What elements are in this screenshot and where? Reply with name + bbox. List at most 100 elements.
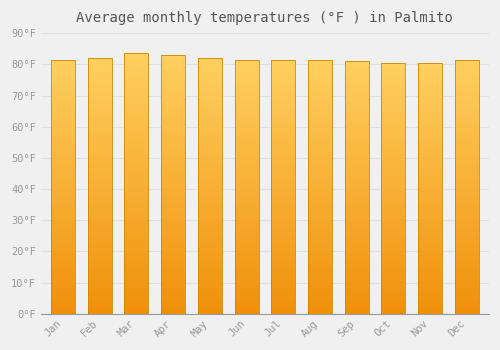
Bar (272, 272, 295, 275)
Bar (455, 171, 479, 174)
Bar (418, 257, 442, 260)
Bar (418, 245, 442, 248)
Bar (161, 188, 185, 191)
Bar (272, 257, 295, 260)
Bar (382, 204, 406, 207)
Bar (455, 196, 479, 200)
Bar (51, 228, 75, 231)
Bar (198, 58, 222, 61)
Bar (234, 91, 258, 95)
Bar (455, 145, 479, 149)
Bar (345, 137, 368, 140)
Bar (345, 279, 368, 282)
Bar (382, 75, 406, 78)
Bar (124, 301, 148, 304)
Bar (124, 73, 148, 76)
Bar (161, 126, 185, 130)
Bar (308, 174, 332, 177)
Bar (455, 231, 479, 234)
Bar (272, 275, 295, 279)
Bar (124, 89, 148, 92)
Bar (234, 164, 258, 168)
Bar (455, 133, 479, 136)
Bar (455, 244, 479, 247)
Bar (88, 228, 112, 231)
Bar (308, 82, 332, 85)
Bar (272, 114, 295, 117)
Bar (455, 66, 479, 69)
Bar (272, 104, 295, 107)
Bar (51, 94, 75, 98)
Bar (345, 61, 368, 64)
Bar (272, 222, 295, 225)
Bar (161, 172, 185, 175)
Bar (272, 206, 295, 209)
Bar (308, 164, 332, 168)
Bar (308, 130, 332, 133)
Bar (345, 153, 368, 156)
Bar (272, 76, 295, 79)
Bar (272, 155, 295, 158)
Bar (272, 136, 295, 139)
Bar (418, 85, 442, 88)
Bar (198, 58, 222, 314)
Bar (418, 185, 442, 188)
Bar (124, 112, 148, 115)
Bar (124, 63, 148, 66)
Bar (124, 174, 148, 177)
Bar (161, 230, 185, 233)
Bar (455, 292, 479, 295)
Bar (455, 222, 479, 225)
Bar (418, 301, 442, 304)
Bar (234, 307, 258, 310)
Bar (88, 246, 112, 250)
Bar (124, 288, 148, 291)
Bar (418, 188, 442, 191)
Bar (88, 294, 112, 298)
Bar (382, 298, 406, 301)
Bar (234, 193, 258, 196)
Bar (272, 60, 295, 63)
Bar (124, 118, 148, 122)
Bar (198, 228, 222, 231)
Bar (345, 86, 368, 90)
Bar (161, 256, 185, 259)
Bar (161, 130, 185, 133)
Bar (418, 232, 442, 235)
Bar (198, 144, 222, 148)
Bar (308, 282, 332, 285)
Bar (234, 222, 258, 225)
Bar (88, 298, 112, 301)
Bar (51, 203, 75, 206)
Bar (198, 87, 222, 90)
Bar (345, 187, 368, 191)
Bar (418, 295, 442, 298)
Bar (88, 128, 112, 132)
Bar (272, 126, 295, 130)
Bar (345, 273, 368, 276)
Bar (418, 191, 442, 195)
Bar (382, 173, 406, 176)
Bar (345, 263, 368, 266)
Bar (345, 149, 368, 153)
Bar (382, 301, 406, 304)
Bar (51, 263, 75, 266)
Bar (418, 147, 442, 150)
Bar (345, 175, 368, 178)
Bar (198, 183, 222, 186)
Bar (345, 203, 368, 206)
Bar (198, 84, 222, 87)
Bar (418, 179, 442, 182)
Bar (51, 117, 75, 120)
Bar (455, 148, 479, 152)
Bar (345, 71, 368, 74)
Bar (234, 199, 258, 203)
Bar (455, 247, 479, 250)
Bar (418, 160, 442, 163)
Bar (382, 72, 406, 75)
Bar (198, 68, 222, 71)
Bar (234, 212, 258, 215)
Bar (88, 170, 112, 173)
Bar (382, 260, 406, 264)
Bar (198, 192, 222, 196)
